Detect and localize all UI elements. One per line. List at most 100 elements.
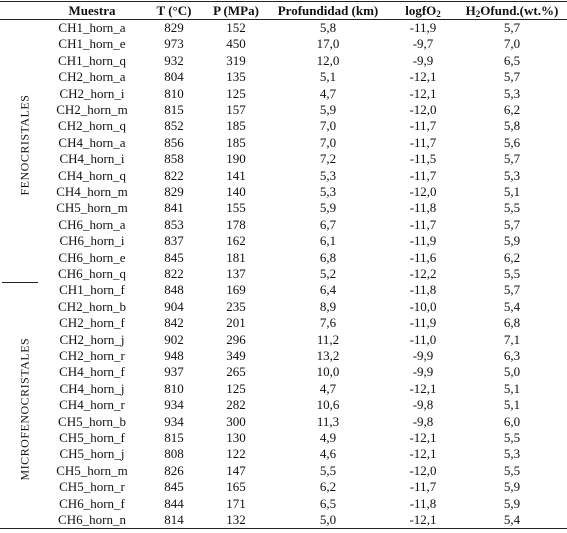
cell-temperature: 858 (164, 151, 184, 167)
cell-pressure: 169 (226, 282, 246, 298)
cell-logfo2: -11,7 (409, 216, 437, 232)
table-row: CH2_horn_a 804 135 5,1 -12,1 5,7 (0, 69, 567, 85)
cell-h2o: 6,3 (503, 348, 521, 363)
cell-muestra: CH5_horn_f (59, 430, 125, 445)
cell-h2o: 6,5 (503, 52, 521, 68)
cell-muestra: CH6_horn_i (59, 233, 125, 249)
cell-depth: 4,7 (319, 85, 337, 101)
cell-h2o: 5,7 (503, 282, 521, 298)
cell-muestra: CH4_horn_j (59, 380, 125, 396)
cell-depth: 5,9 (319, 200, 337, 216)
cell-logfo2: -11,8 (409, 200, 437, 216)
cell-depth: 8,9 (319, 298, 337, 314)
cell-muestra: CH6_horn_a (58, 216, 126, 232)
table-row: CH1_horn_a 829 152 5,8 -11,9 5,7 (0, 20, 567, 36)
cell-h2o: 6,8 (503, 315, 521, 331)
cell-h2o: 5,4 (503, 298, 521, 314)
header-muestra: Muestra (68, 3, 116, 18)
cell-temperature: 904 (164, 298, 184, 314)
header-temperature: T (°C) (156, 3, 192, 18)
cell-logfo2: -11,7 (409, 167, 437, 183)
cell-pressure: 141 (226, 167, 246, 183)
cell-pressure: 178 (226, 216, 246, 232)
cell-depth: 6,2 (319, 479, 337, 495)
cell-h2o: 5,9 (503, 495, 521, 511)
cell-pressure: 190 (226, 151, 246, 167)
cell-muestra: CH4_horn_a (58, 134, 126, 150)
cell-pressure: 300 (226, 413, 246, 429)
table-row: CH6_horn_e 845 181 6,8 -11,6 6,2 (0, 250, 567, 266)
header-h2o-subscript: 2 (475, 9, 481, 19)
cell-logfo2: -12,1 (409, 69, 437, 85)
cell-muestra: CH4_horn_r (59, 397, 125, 413)
cell-muestra: CH4_horn_i (59, 151, 125, 167)
cell-logfo2: -11,8 (409, 282, 437, 298)
cell-muestra: CH2_horn_j (59, 331, 125, 347)
cell-depth: 4,9 (319, 430, 337, 445)
cell-logfo2: -12,1 (409, 85, 437, 101)
cell-logfo2: -12,0 (409, 184, 437, 199)
cell-depth: 5,2 (319, 266, 337, 281)
cell-temperature: 804 (164, 69, 184, 85)
table-row: CH2_horn_m 815 157 5,9 -12,0 6,2 (0, 102, 567, 118)
cell-logfo2: -12,0 (409, 462, 437, 478)
cell-muestra: CH6_horn_n (58, 512, 126, 527)
cell-temperature: 842 (164, 315, 184, 331)
cell-muestra: CH4_horn_m (56, 184, 128, 199)
table-row: CH4_horn_a 856 185 7,0 -11,7 5,6 (0, 135, 567, 151)
cell-logfo2: -9,9 (412, 52, 434, 68)
cell-logfo2: -11,7 (409, 118, 437, 134)
cell-logfo2: -9,9 (412, 348, 434, 363)
cell-temperature: 829 (164, 20, 184, 35)
cell-muestra: CH5_horn_m (56, 200, 128, 216)
table-row: CH4_horn_m 829 140 5,3 -12,0 5,1 (0, 184, 567, 200)
cell-pressure: 155 (226, 200, 246, 216)
cell-temperature: 815 (164, 102, 184, 117)
cell-h2o: 5,1 (503, 397, 521, 413)
table-row: CH5_horn_f 815 130 4,9 -12,1 5,5 (0, 430, 567, 446)
cell-temperature: 902 (164, 331, 184, 347)
cell-logfo2: -12,2 (409, 266, 437, 281)
cell-temperature: 973 (164, 36, 184, 52)
cell-h2o: 7,1 (503, 331, 521, 347)
cell-pressure: 165 (226, 479, 246, 495)
cell-logfo2: -11,7 (409, 479, 437, 495)
cell-pressure: 147 (226, 462, 246, 478)
header-logfo2-subscript: 2 (436, 9, 441, 19)
cell-logfo2: -12,0 (409, 102, 437, 117)
group-label-microfenocristales: MICROFENOCRISTALES (17, 337, 32, 481)
cell-h2o: 5,5 (503, 462, 521, 478)
table-row: CH5_horn_b 934 300 11,3 -9,8 6,0 (0, 414, 567, 430)
group-label-fenocristales: FENOCRISTALES (17, 94, 32, 196)
cell-depth: 12,0 (316, 52, 340, 68)
cell-pressure: 319 (226, 52, 246, 68)
cell-temperature: 808 (164, 446, 184, 462)
cell-logfo2: -9,9 (412, 364, 434, 380)
cell-temperature: 810 (164, 380, 184, 396)
cell-logfo2: -11,9 (409, 315, 437, 331)
table-row: CH2_horn_j 902 296 11,2 -11,0 7,1 (0, 332, 567, 348)
cell-temperature: 845 (164, 479, 184, 495)
cell-depth: 7,0 (319, 134, 337, 150)
cell-depth: 5,5 (319, 462, 337, 478)
header-logfo2: logfO2 (405, 3, 441, 19)
cell-pressure: 122 (226, 446, 246, 462)
cell-h2o: 6,2 (503, 249, 521, 265)
cell-h2o: 5,3 (503, 167, 521, 183)
cell-pressure: 157 (226, 102, 246, 117)
cell-temperature: 845 (164, 249, 184, 265)
cell-h2o: 5,6 (503, 134, 521, 150)
cell-logfo2: -12,1 (409, 430, 437, 445)
cell-logfo2: -11,5 (409, 151, 437, 167)
cell-muestra: CH5_horn_r (59, 479, 125, 495)
cell-h2o: 5,5 (503, 200, 521, 216)
cell-muestra: CH2_horn_m (56, 102, 128, 117)
cell-pressure: 130 (226, 430, 246, 445)
cell-depth: 4,7 (319, 380, 337, 396)
cell-pressure: 235 (226, 298, 246, 314)
table-row: CH4_horn_i 858 190 7,2 -11,5 5,7 (0, 151, 567, 167)
cell-logfo2: -10,0 (409, 298, 437, 314)
cell-muestra: CH5_horn_j (59, 446, 125, 462)
table-row: CH4_horn_f 937 265 10,0 -9,9 5,0 (0, 364, 567, 380)
cell-temperature: 856 (164, 134, 184, 150)
